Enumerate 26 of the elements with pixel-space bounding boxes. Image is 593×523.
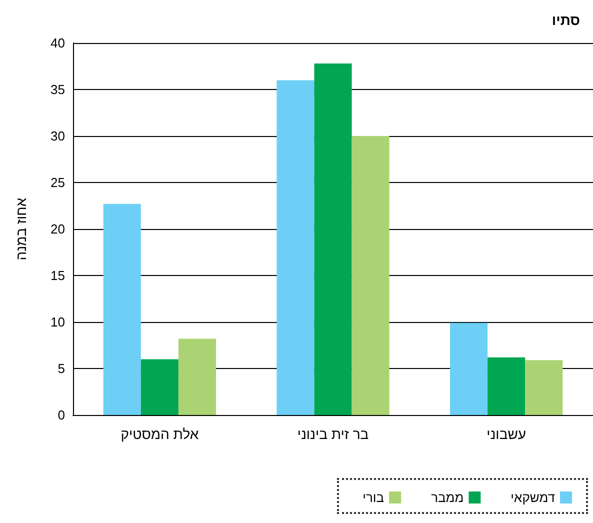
legend-label: בורי — [362, 490, 384, 505]
y-axis-title: אחוז במנה — [13, 198, 29, 260]
bar — [103, 204, 141, 415]
y-tick-label: 30 — [50, 128, 65, 144]
chart-title: סתיו — [552, 12, 580, 28]
x-tick-label: עשבוני — [486, 426, 526, 442]
x-tick-label: אלת המסטיק — [120, 426, 199, 442]
legend-label: ממבר — [431, 490, 464, 505]
y-tick-label: 25 — [50, 175, 65, 190]
y-tick-label: 20 — [50, 222, 65, 236]
bar — [488, 357, 526, 415]
y-tick-label: 5 — [58, 361, 65, 376]
bar — [276, 80, 314, 415]
legend-label: דמשקאי — [510, 490, 555, 505]
y-tick-label: 0 — [58, 408, 65, 422]
x-tick-label: בר זית בינוני — [297, 426, 369, 442]
y-tick-label: 40 — [50, 36, 65, 50]
bar — [178, 338, 216, 415]
bar — [450, 322, 488, 415]
bar — [140, 359, 178, 415]
y-tick-label: 10 — [50, 314, 65, 330]
y-tick-label: 15 — [50, 268, 65, 283]
y-tick-label: 35 — [50, 82, 65, 97]
bar — [525, 360, 563, 415]
bar — [352, 136, 390, 415]
bar — [314, 63, 352, 415]
